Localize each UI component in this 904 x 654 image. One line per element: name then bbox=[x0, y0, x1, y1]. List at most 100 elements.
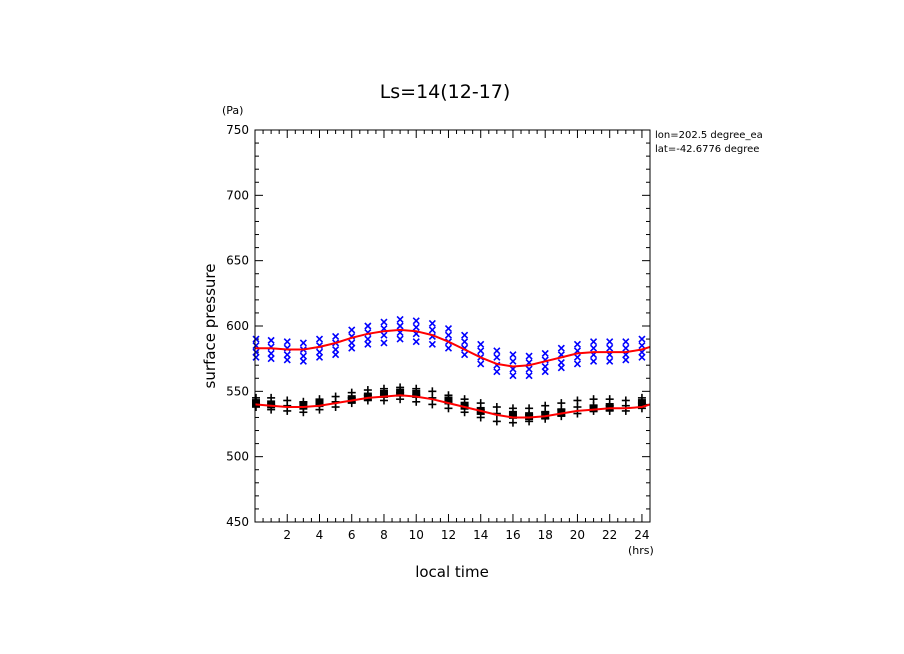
x-marker bbox=[380, 339, 388, 347]
x-marker bbox=[541, 362, 549, 371]
x-tick-label: 16 bbox=[505, 528, 520, 542]
x-marker bbox=[525, 372, 533, 380]
square-marker bbox=[315, 399, 324, 408]
square-marker bbox=[412, 389, 421, 398]
x-tick-label: 8 bbox=[380, 528, 388, 542]
axis-ticks: 2 4 6 8 10 12 14 16 18 20 22 2445050055060065070075… bbox=[226, 123, 651, 542]
x-unit-label: (hrs) bbox=[628, 544, 654, 557]
x-tick-label: 2 bbox=[283, 528, 291, 542]
x-marker bbox=[606, 357, 614, 365]
x-marker bbox=[348, 344, 356, 352]
plus-marker bbox=[444, 404, 453, 413]
x-marker bbox=[364, 335, 372, 343]
square-marker bbox=[252, 399, 260, 408]
annotation-lon: lon=202.5 degree_ea bbox=[655, 130, 763, 141]
x-marker bbox=[428, 340, 436, 348]
x-marker bbox=[525, 365, 533, 373]
x-marker bbox=[444, 325, 453, 333]
x-marker bbox=[428, 326, 436, 334]
x-marker bbox=[364, 322, 372, 330]
x-tick-label: 10 bbox=[409, 528, 424, 542]
x-marker bbox=[622, 338, 630, 346]
x-marker bbox=[509, 351, 517, 359]
x-marker bbox=[444, 344, 453, 352]
x-marker bbox=[283, 351, 291, 359]
x-marker bbox=[444, 331, 453, 339]
square-marker bbox=[347, 395, 356, 404]
x-axis-label: local time bbox=[415, 563, 489, 581]
x-marker bbox=[573, 353, 582, 361]
x-marker bbox=[332, 332, 340, 341]
x-marker bbox=[348, 339, 356, 347]
x-marker bbox=[267, 349, 275, 358]
x-marker bbox=[380, 318, 388, 326]
fit-line-3 bbox=[255, 328, 651, 368]
y-tick-label: 750 bbox=[226, 123, 249, 137]
plus-marker bbox=[492, 417, 501, 426]
chart-title: Ls=14(12-17) bbox=[380, 81, 511, 103]
y-tick-label: 550 bbox=[226, 384, 249, 398]
x-marker bbox=[267, 355, 275, 363]
x-marker bbox=[252, 353, 260, 361]
x-marker bbox=[477, 340, 485, 348]
x-marker bbox=[541, 349, 549, 358]
x-marker bbox=[396, 322, 404, 330]
y-tick-label: 650 bbox=[226, 254, 249, 268]
square-marker bbox=[460, 401, 469, 410]
x-tick-label: 20 bbox=[570, 528, 585, 542]
x-marker bbox=[283, 356, 291, 364]
x-marker bbox=[606, 344, 614, 352]
x-marker bbox=[638, 335, 646, 343]
plus-marker bbox=[428, 400, 437, 409]
x-marker bbox=[493, 347, 501, 355]
y-tick-label: 450 bbox=[226, 515, 249, 529]
x-marker bbox=[315, 353, 324, 361]
x-marker bbox=[380, 331, 388, 339]
x-tick-label: 18 bbox=[538, 528, 553, 542]
plus-marker bbox=[508, 418, 517, 427]
square-marker bbox=[379, 389, 388, 398]
plus-marker bbox=[283, 406, 292, 415]
x-marker bbox=[315, 335, 324, 343]
x-marker bbox=[332, 351, 340, 359]
square-marker bbox=[299, 401, 308, 410]
x-marker bbox=[638, 353, 646, 361]
square-marker bbox=[589, 404, 598, 413]
x-marker bbox=[315, 348, 324, 356]
x-marker bbox=[461, 338, 469, 346]
x-marker bbox=[590, 357, 598, 365]
x-tick-label: 12 bbox=[441, 528, 456, 542]
data-marks bbox=[252, 315, 651, 427]
x-tick-label: 4 bbox=[316, 528, 324, 542]
x-marker bbox=[267, 336, 275, 344]
x-marker bbox=[412, 323, 420, 331]
x-marker bbox=[477, 360, 485, 368]
x-marker bbox=[590, 338, 598, 346]
x-marker bbox=[299, 357, 307, 365]
x-marker bbox=[606, 338, 614, 346]
x-marker bbox=[299, 339, 307, 347]
plot-frame bbox=[254, 129, 651, 523]
fit-line-4 bbox=[254, 394, 651, 419]
x-marker bbox=[348, 326, 356, 334]
x-marker bbox=[477, 347, 485, 355]
y-axis-label: surface pressure bbox=[201, 264, 219, 389]
x-marker bbox=[396, 335, 404, 343]
x-marker bbox=[364, 340, 372, 348]
x-marker bbox=[252, 335, 260, 343]
square-marker bbox=[637, 399, 646, 408]
x-marker bbox=[332, 345, 340, 354]
plus-marker bbox=[331, 403, 340, 412]
x-marker bbox=[396, 315, 404, 324]
x-tick-label: 6 bbox=[348, 528, 356, 542]
x-marker bbox=[541, 368, 549, 376]
square-marker bbox=[525, 412, 534, 421]
x-marker bbox=[461, 331, 469, 339]
y-tick-label: 500 bbox=[226, 450, 249, 464]
x-marker bbox=[525, 352, 533, 360]
x-tick-label: 22 bbox=[602, 528, 617, 542]
x-marker bbox=[638, 342, 646, 350]
x-marker bbox=[412, 317, 420, 325]
x-marker bbox=[590, 344, 598, 352]
x-marker bbox=[461, 351, 469, 359]
